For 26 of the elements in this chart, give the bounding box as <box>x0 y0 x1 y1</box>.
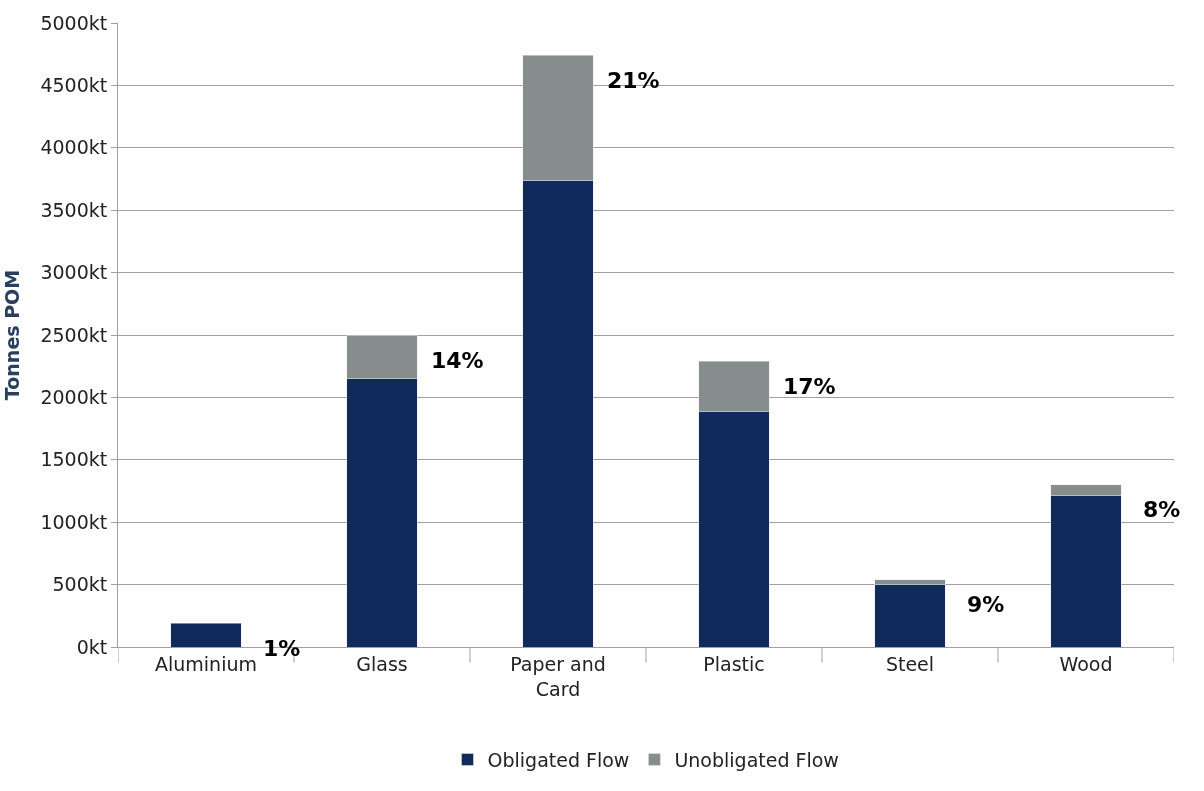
x-tick-label: Steel <box>885 652 935 675</box>
y-tick-label: 500kt <box>52 573 108 596</box>
legend-label: Unobligated Flow <box>674 748 839 771</box>
x-tick-label: Plastic <box>703 652 765 675</box>
annotation: 14% <box>431 348 484 373</box>
legend-label: Obligated Flow <box>487 748 630 771</box>
x-tick-label: Aluminium <box>155 652 257 675</box>
annotation: 17% <box>783 374 836 399</box>
annotation: 1% <box>263 636 301 661</box>
y-axis-title: Tonnes POM <box>1 269 24 401</box>
y-tick-label: 4000kt <box>40 136 108 159</box>
x-tick-label: Paper and Card <box>510 652 606 700</box>
x-tick-label: Glass <box>356 652 408 675</box>
y-tick-label: 2500kt <box>40 323 108 346</box>
y-tick-label: 2000kt <box>40 386 108 409</box>
y-tick-label: 0kt <box>76 635 108 658</box>
annotation: 9% <box>967 592 1005 617</box>
y-tick-label: 3000kt <box>40 261 108 284</box>
y-tick-label: 3500kt <box>40 198 108 221</box>
y-tick-label: 4500kt <box>40 74 108 97</box>
y-tick-label: 1000kt <box>40 510 108 533</box>
annotation: 21% <box>607 68 660 93</box>
x-tick-label: Wood <box>1059 652 1113 675</box>
y-tick-label: 1500kt <box>40 448 108 471</box>
annotation: 8% <box>1143 497 1181 522</box>
y-tick-label: 5000kt <box>40 11 108 34</box>
